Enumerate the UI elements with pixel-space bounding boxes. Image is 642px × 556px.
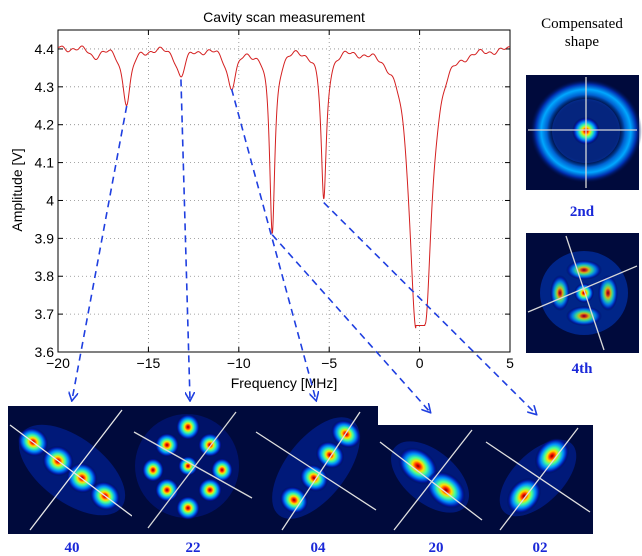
y-axis-label: Amplitude [V] [9,148,25,231]
y-tick-label: 4.3 [35,79,55,95]
arrow-04 [230,88,316,400]
mode-images [8,406,593,534]
mode-label-20: 20 [429,540,444,556]
series-line-amplitude [58,45,510,329]
compensated-image-2nd [526,75,642,190]
arrow-40 [72,105,128,400]
compensated-label-4th: 4th [572,361,593,377]
y-tick-label: 3.9 [35,230,55,246]
mode-image-20 [377,425,484,534]
side-panel-title-line1: Compensated [541,16,623,32]
x-tick-label: −5 [321,355,337,371]
mode-label-22: 22 [186,540,201,556]
tick-labels: −20 −15 −10 −5 0 5 3.6 3.7 3.8 3.9 4 4.1 4.2 4.3 4.4 [35,41,515,371]
y-tick-label: 4.2 [35,117,55,133]
y-tick-label: 3.8 [35,268,55,284]
mode-image-40 [8,406,135,534]
mode-arrows [72,79,536,414]
mode-image-04 [254,406,378,534]
x-tick-label: 5 [506,355,514,371]
mode-label-04: 04 [311,540,327,556]
x-tick-label: 0 [416,355,424,371]
y-tick-label: 3.6 [35,344,55,360]
compensated-image-4th [526,233,639,353]
chart-title: Cavity scan measurement [203,9,365,25]
mode-labels: 40 22 04 20 02 [65,540,548,556]
mode-label-02: 02 [533,540,548,556]
plot-area [58,30,510,352]
plot-frame [57,29,511,353]
arrow-20 [271,234,430,412]
y-tick-label: 4 [46,192,54,208]
x-tick-label: −15 [137,355,161,371]
compensated-label-2nd: 2nd [570,204,595,220]
y-tick-label: 3.7 [35,306,55,322]
y-tick-label: 4.1 [35,155,55,171]
x-tick-label: −10 [227,355,251,371]
x-tick-label: −20 [46,355,70,371]
y-tick-label: 4.4 [35,41,55,57]
x-axis-label: Frequency [MHz] [231,375,338,391]
arrow-02 [323,202,536,414]
arrow-22 [180,79,190,400]
mode-image-22 [132,406,256,534]
side-panel-title-line2: shape [565,34,599,50]
mode-image-02 [484,425,593,534]
mode-label-40: 40 [65,540,80,556]
side-panel: Compensated shape 2nd 4th [526,16,642,377]
